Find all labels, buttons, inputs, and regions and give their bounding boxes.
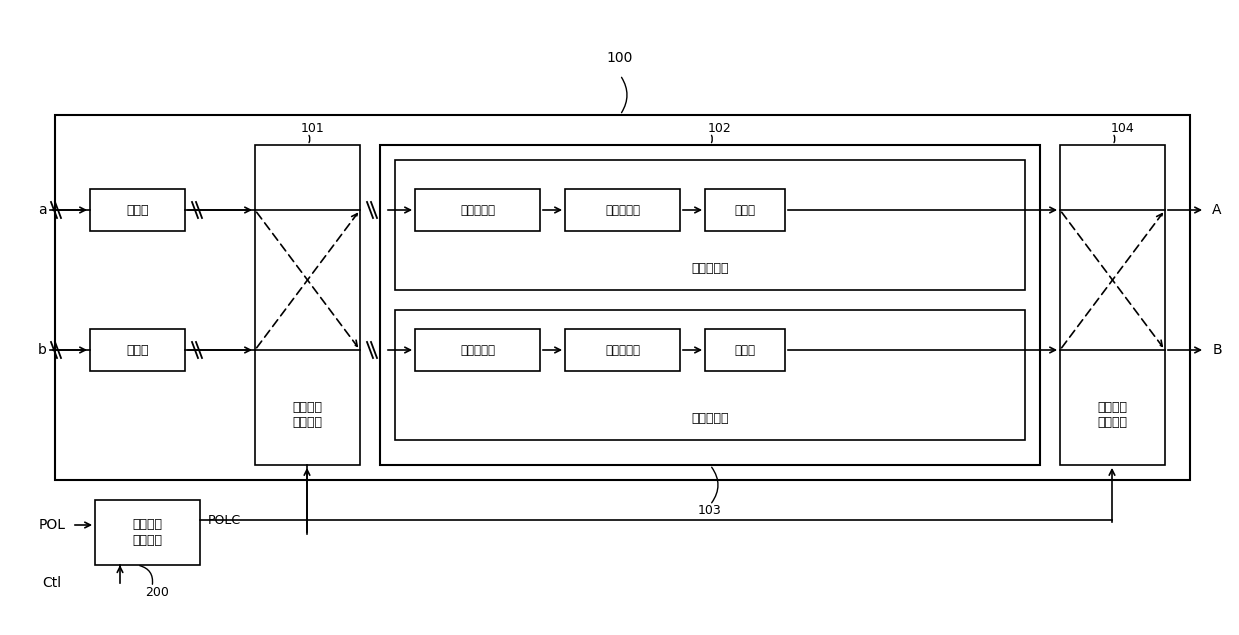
Text: 极性信号
控制单元: 极性信号 控制单元: [133, 519, 162, 547]
Bar: [395, 160, 1025, 290]
Text: 数模转换器: 数模转换器: [605, 344, 641, 356]
Text: POL: POL: [38, 518, 66, 532]
Text: 电平位移器: 电平位移器: [460, 344, 496, 356]
Bar: [90, 189, 185, 231]
Text: B: B: [1212, 343, 1222, 357]
Text: 200: 200: [145, 585, 169, 599]
Bar: [705, 329, 786, 371]
Bar: [95, 500, 199, 565]
Text: 数模转换器: 数模转换器: [605, 203, 641, 217]
Bar: [415, 189, 540, 231]
Text: POLC: POLC: [208, 514, 242, 526]
Text: 负电压通道: 负电压通道: [691, 411, 729, 425]
Bar: [1061, 145, 1165, 465]
Text: b: b: [37, 343, 46, 357]
Text: 电平位移器: 电平位移器: [460, 203, 496, 217]
Text: 缓存器: 缓存器: [126, 203, 149, 217]
Text: A: A: [1212, 203, 1222, 217]
Bar: [395, 310, 1025, 440]
Text: Ctl: Ctl: [42, 576, 62, 590]
Text: 103: 103: [698, 504, 722, 516]
Text: 缓存器: 缓存器: [735, 203, 756, 217]
Bar: [90, 329, 185, 371]
Bar: [380, 145, 1040, 465]
Text: 102: 102: [709, 121, 732, 135]
Bar: [55, 115, 1189, 480]
Text: 正电压通道: 正电压通道: [691, 262, 729, 274]
Bar: [415, 329, 540, 371]
Text: 缓存器: 缓存器: [735, 344, 756, 356]
Bar: [255, 145, 361, 465]
Text: 缓存器: 缓存器: [126, 344, 149, 356]
Text: 101: 101: [301, 121, 325, 135]
Text: a: a: [37, 203, 46, 217]
Bar: [705, 189, 786, 231]
Text: 104: 104: [1110, 121, 1135, 135]
Bar: [565, 189, 680, 231]
Text: 100: 100: [607, 51, 633, 65]
Text: 第二通道
选择模块: 第二通道 选择模块: [1098, 401, 1127, 429]
Text: 第一通道
选择模块: 第一通道 选择模块: [292, 401, 322, 429]
Bar: [565, 329, 680, 371]
